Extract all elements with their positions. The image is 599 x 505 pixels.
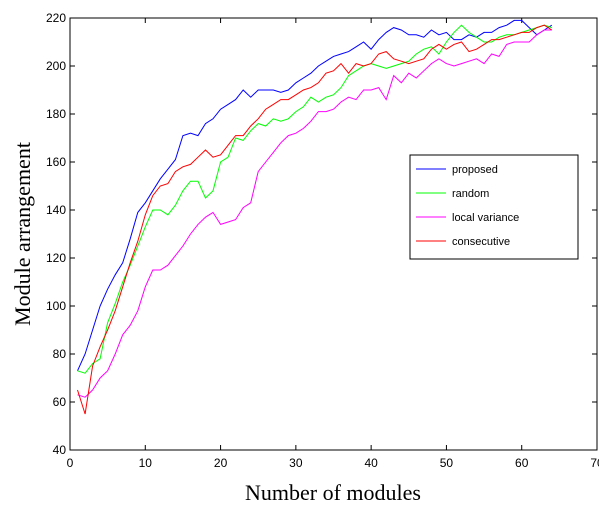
series-line-local-variance (77, 29, 552, 398)
y-tick-label: 120 (46, 251, 66, 265)
legend-box (409, 154, 579, 260)
y-axis-ticks: 40 60 80 100 120 140 160 180 200 220 (46, 11, 597, 457)
y-tick-label: 100 (46, 299, 66, 313)
x-axis-ticks: 0 10 20 30 40 50 60 70 (67, 18, 599, 470)
series-line-consecutive (77, 24, 553, 415)
y-tick-label: 40 (53, 443, 67, 457)
series-lines (77, 19, 553, 415)
series-line-proposed (77, 19, 553, 372)
x-tick-label: 70 (590, 456, 599, 470)
x-axis-label: Number of modules (245, 480, 421, 505)
x-tick-label: 20 (214, 456, 228, 470)
legend: proposed random local variance consecutive (409, 154, 579, 260)
series-line-random (77, 24, 552, 374)
legend-label: consecutive (452, 236, 510, 248)
legend-label: local variance (452, 212, 519, 224)
y-tick-label: 60 (53, 395, 67, 409)
x-tick-label: 0 (67, 456, 74, 470)
x-tick-label: 10 (139, 456, 153, 470)
x-tick-label: 40 (364, 456, 378, 470)
y-tick-label: 220 (46, 11, 66, 25)
x-tick-label: 60 (515, 456, 529, 470)
x-tick-label: 30 (289, 456, 303, 470)
x-tick-label: 50 (440, 456, 454, 470)
y-tick-label: 160 (46, 155, 66, 169)
y-tick-label: 80 (53, 347, 67, 361)
legend-label: random (452, 188, 489, 200)
legend-label: proposed (452, 164, 498, 176)
y-tick-label: 180 (46, 107, 66, 121)
y-tick-label: 140 (46, 203, 66, 217)
y-axis-label: Module arrangement (10, 142, 35, 326)
y-tick-label: 200 (46, 59, 66, 73)
